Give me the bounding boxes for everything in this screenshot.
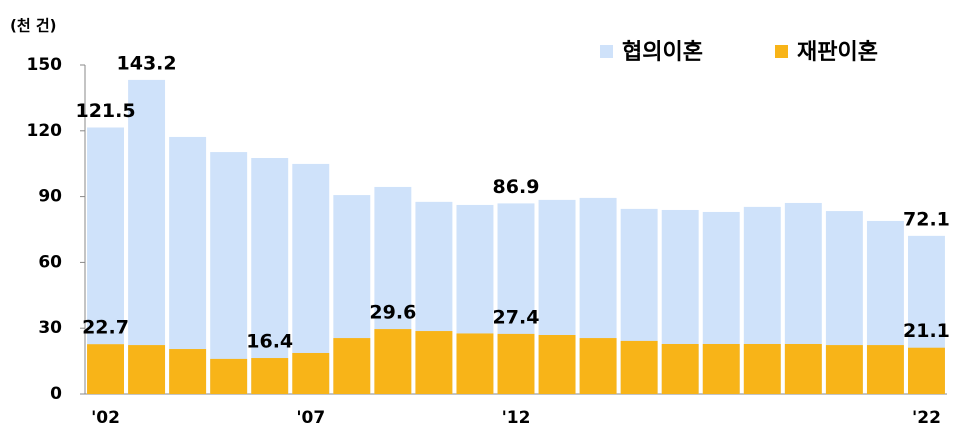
y-tick-label: 120	[27, 121, 63, 141]
x-tick-label: '02	[91, 408, 120, 428]
bar	[784, 343, 822, 394]
bar	[251, 358, 289, 394]
bar	[866, 345, 904, 394]
value-label: 86.9	[493, 176, 540, 198]
value-label: 143.2	[117, 52, 177, 74]
legend-swatch	[600, 45, 613, 58]
x-tick-label: '22	[912, 408, 941, 428]
bar	[497, 333, 535, 394]
bar	[128, 345, 166, 394]
value-label: 22.7	[82, 317, 129, 339]
bar	[538, 334, 576, 394]
bar	[661, 343, 699, 394]
y-tick-label: 150	[27, 55, 63, 75]
y-tick-label: 0	[50, 384, 62, 404]
legend-label: 협의이혼	[622, 40, 703, 65]
bar	[908, 347, 945, 394]
value-label: 72.1	[903, 208, 950, 230]
bar	[292, 352, 330, 394]
legend-label: 재판이혼	[797, 40, 878, 65]
value-label: 29.6	[369, 302, 416, 324]
x-tick-label: '12	[502, 408, 531, 428]
x-tick-label: '07	[296, 408, 325, 428]
y-tick-label: 30	[38, 318, 62, 338]
bar	[251, 157, 289, 394]
bar	[374, 329, 412, 394]
bar	[620, 340, 658, 394]
bar	[87, 344, 124, 394]
legend-swatch	[775, 45, 788, 58]
bar	[743, 343, 781, 394]
bar	[456, 333, 494, 394]
bar	[825, 345, 863, 394]
bar	[333, 338, 371, 394]
value-label: 27.4	[493, 306, 540, 328]
bar	[128, 79, 166, 394]
bar	[702, 343, 740, 394]
y-axis-label: (천 건)	[10, 17, 57, 35]
value-label: 21.1	[903, 320, 950, 342]
bar	[210, 152, 248, 394]
value-label: 121.5	[75, 100, 135, 122]
bar	[169, 349, 207, 394]
bar	[579, 338, 617, 394]
bar	[415, 331, 453, 394]
value-label: 16.4	[246, 331, 293, 353]
y-tick-label: 90	[38, 187, 62, 207]
bar	[210, 358, 248, 394]
y-tick-label: 60	[38, 252, 62, 272]
